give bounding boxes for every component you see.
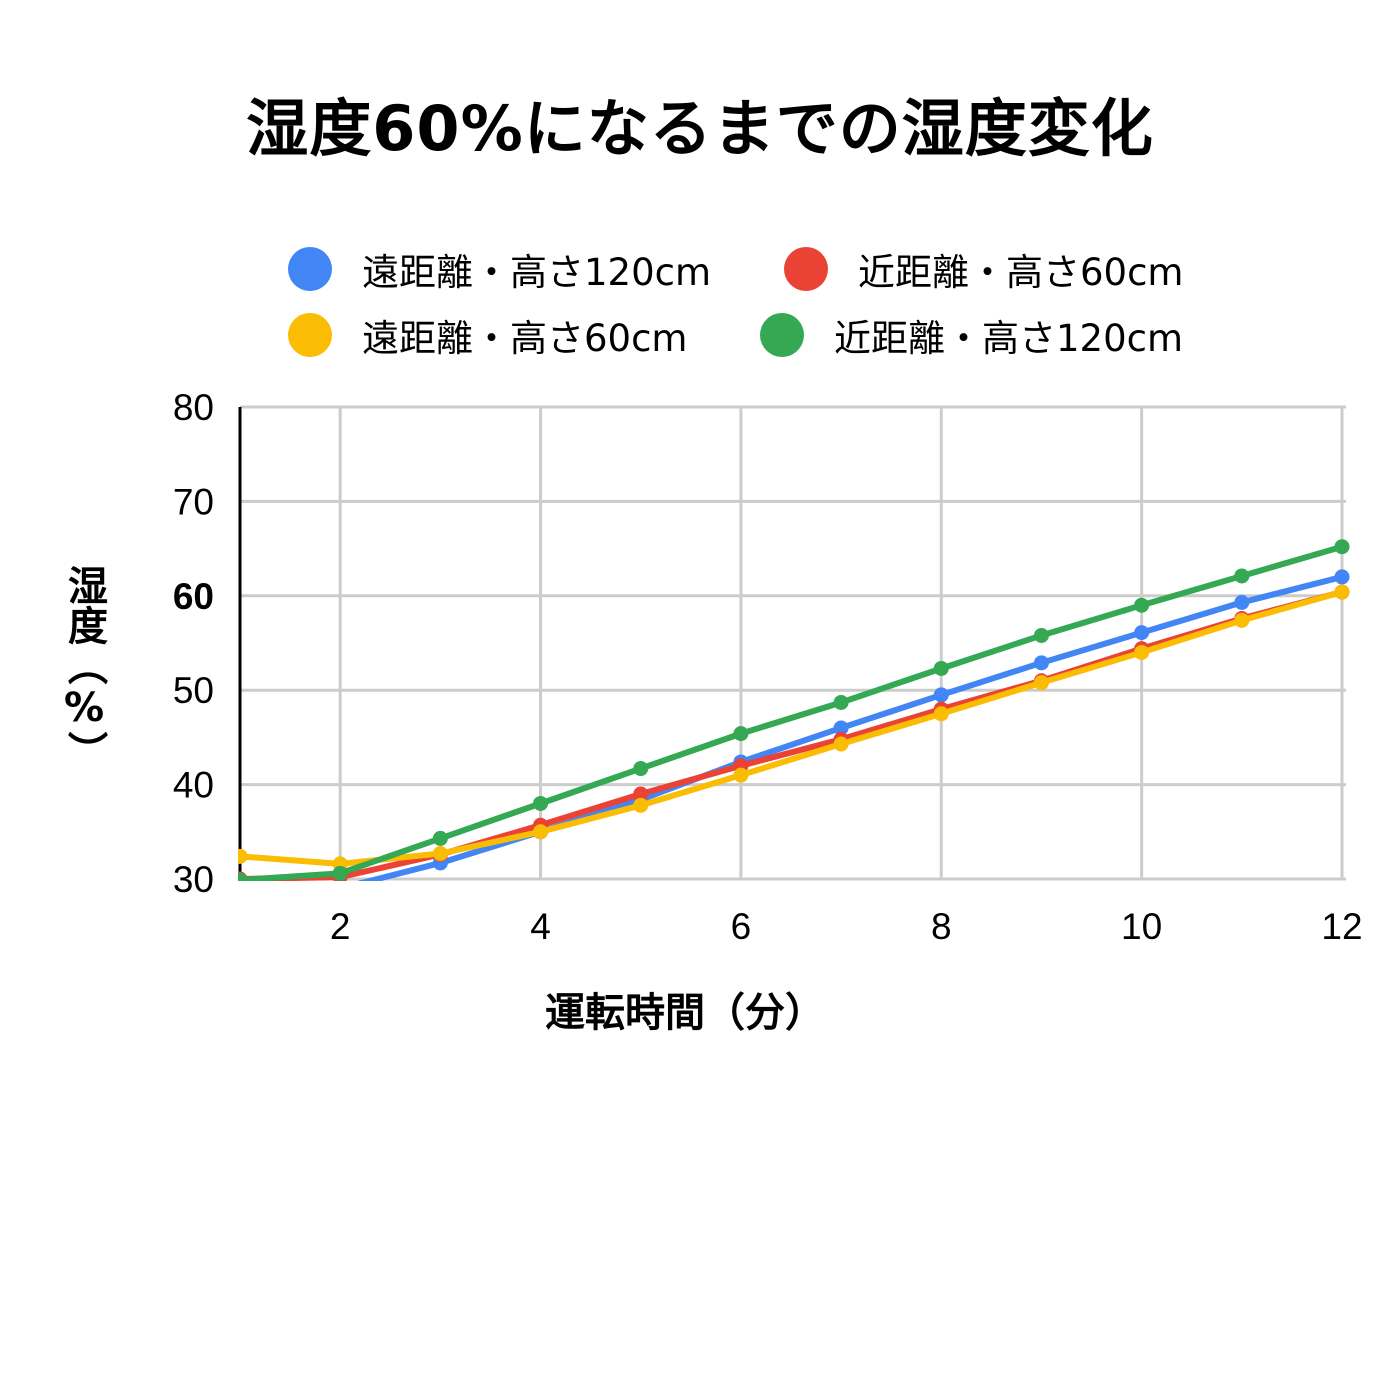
data-point <box>1033 675 1049 691</box>
series-1 <box>238 584 1350 881</box>
legend-label: 近距離・高さ120cm <box>834 317 1184 360</box>
data-point <box>339 880 342 881</box>
series-line <box>357 574 1343 881</box>
y-tick-label: 40 <box>173 765 214 806</box>
y-tick-label: 70 <box>173 481 214 522</box>
legend-swatch-yellow <box>288 313 332 357</box>
x-tick-label: 10 <box>1121 906 1162 947</box>
legend-swatch-red <box>784 247 828 291</box>
y-tick-label: 50 <box>173 670 214 711</box>
x-tick-label: 6 <box>731 906 752 947</box>
legend-swatch-blue <box>288 247 332 291</box>
data-point <box>1134 625 1150 641</box>
data-point <box>533 824 549 840</box>
data-point <box>833 720 849 736</box>
data-point <box>1033 655 1049 671</box>
data-point <box>1334 569 1350 585</box>
x-tick-label: 8 <box>931 906 952 947</box>
data-point <box>1134 597 1150 613</box>
data-point <box>833 736 849 752</box>
data-point <box>933 660 949 676</box>
data-point <box>1033 627 1049 643</box>
series-3 <box>238 539 1350 881</box>
data-point <box>432 846 448 862</box>
legend-item-far-120: 遠距離・高さ120cm <box>288 242 711 296</box>
data-point <box>233 890 248 905</box>
data-point <box>238 848 248 864</box>
data-point <box>1234 612 1250 628</box>
data-point <box>733 767 749 783</box>
legend-item-near-120: 近距離・高さ120cm <box>760 308 1183 362</box>
data-point <box>332 865 348 881</box>
series-line <box>239 589 1343 867</box>
legend-swatch-green <box>760 313 804 357</box>
data-point <box>933 687 949 703</box>
y-tick-label: 80 <box>173 387 214 428</box>
y-axis-label: 湿度（%） <box>61 565 107 771</box>
legend-item-far-60: 遠距離・高さ60cm <box>288 308 687 362</box>
legend: 遠距離・高さ120cm 近距離・高さ60cm 遠距離・高さ60cm 近距離・高さ… <box>0 0 1400 400</box>
data-point <box>933 706 949 722</box>
legend-label: 遠距離・高さ60cm <box>362 317 688 360</box>
data-point <box>1234 594 1250 610</box>
data-point <box>1334 539 1350 555</box>
data-point <box>833 694 849 710</box>
data-point <box>1234 568 1250 584</box>
legend-label: 遠距離・高さ120cm <box>362 251 712 294</box>
data-point <box>533 795 549 811</box>
data-point <box>1134 644 1150 660</box>
x-tick-label: 2 <box>330 906 351 947</box>
data-point <box>238 872 248 881</box>
legend-label: 近距離・高さ60cm <box>858 251 1184 294</box>
chart-title: 湿度60%になるまでの湿度変化 <box>246 92 1154 165</box>
data-point <box>633 797 649 813</box>
x-tick-label: 4 <box>530 906 551 947</box>
data-point <box>1334 584 1350 600</box>
y-tick-label: 60 <box>173 576 214 617</box>
y-tick-label: 30 <box>173 859 214 900</box>
legend-item-near-60: 近距離・高さ60cm <box>784 242 1183 296</box>
series-line <box>239 543 1343 881</box>
data-point <box>633 786 649 802</box>
series-line <box>239 589 1343 881</box>
data-point <box>432 830 448 846</box>
x-tick-label: 12 <box>1321 906 1362 947</box>
data-point <box>733 726 749 742</box>
data-point <box>633 761 649 777</box>
series-2 <box>238 584 1350 872</box>
x-axis-label: 運転時間（分） <box>545 990 825 1036</box>
